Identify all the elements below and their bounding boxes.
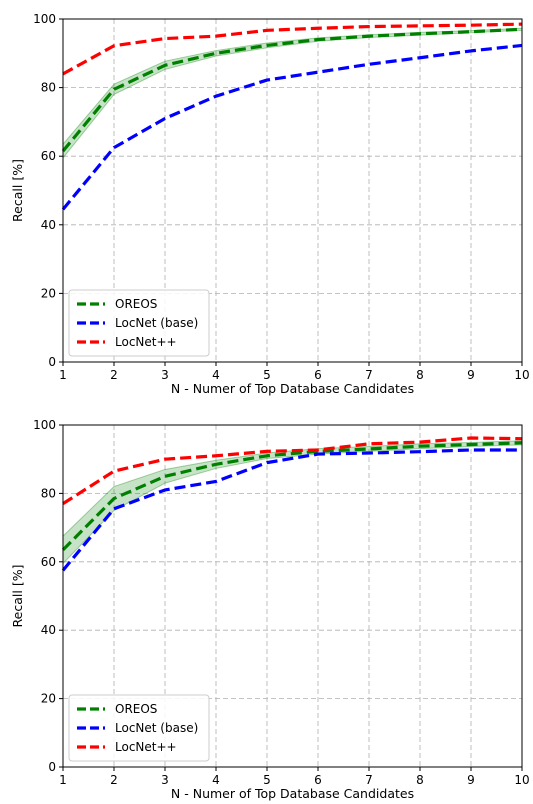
legend: OREOS LocNet (base) LocNet++: [68, 694, 210, 762]
x-tick-label: 8: [416, 368, 424, 382]
x-axis-label: N - Numer of Top Database Candidates: [171, 786, 414, 801]
x-tick-label: 3: [161, 368, 169, 382]
x-tick-label: 2: [110, 773, 118, 787]
series-line-1: [61, 43, 523, 211]
x-tick-label: 10: [514, 773, 529, 787]
legend-entry: LocNet++: [115, 335, 177, 349]
legend: OREOS LocNet (base) LocNet++: [68, 289, 210, 357]
x-tick-label: 5: [263, 773, 271, 787]
y-tick-label: 0: [48, 355, 56, 369]
x-tick-label: 2: [110, 368, 118, 382]
y-tick-label: 40: [41, 623, 56, 637]
y-tick-label: 100: [33, 12, 56, 26]
x-tick-label: 8: [416, 773, 424, 787]
legend-box: [68, 694, 210, 762]
x-tick-label: 1: [59, 773, 67, 787]
x-tick-label: 10: [514, 368, 529, 382]
y-tick-label: 40: [41, 218, 56, 232]
x-tick-label: 4: [212, 773, 220, 787]
y-tick-label: 0: [48, 760, 56, 774]
series-line-2: [62, 22, 523, 76]
y-tick-label: 60: [41, 149, 56, 163]
legend-entry: LocNet (base): [115, 721, 198, 735]
legend-box: [68, 289, 210, 357]
y-tick-label: 80: [41, 486, 56, 500]
y-tick-label: 20: [41, 692, 56, 706]
legend-entry: LocNet (base): [115, 316, 198, 330]
x-tick-label: 3: [161, 773, 169, 787]
x-axis-label: N - Numer of Top Database Candidates: [171, 381, 414, 396]
series-line-0: [61, 441, 523, 551]
x-tick-label: 6: [314, 773, 322, 787]
y-axis-label: Recall [%]: [10, 159, 25, 222]
series-line-2: [62, 436, 523, 506]
x-tick-label: 7: [365, 773, 373, 787]
x-tick-label: 4: [212, 368, 220, 382]
series-line-0: [61, 27, 523, 153]
x-tick-label: 7: [365, 368, 373, 382]
x-tick-label: 1: [59, 368, 67, 382]
y-tick-label: 20: [41, 286, 56, 300]
legend-entry: OREOS: [115, 297, 157, 311]
x-tick-label: 6: [314, 368, 322, 382]
y-tick-label: 100: [33, 418, 56, 432]
plot-frame: [62, 424, 523, 768]
plot-frame: [62, 18, 523, 363]
y-tick-label: 80: [41, 81, 56, 95]
x-tick-label: 5: [263, 368, 271, 382]
legend-entry: OREOS: [115, 702, 157, 716]
y-tick-label: 60: [41, 555, 56, 569]
y-axis-label: Recall [%]: [10, 565, 25, 628]
x-tick-label: 9: [467, 368, 475, 382]
series-line-1: [61, 448, 522, 572]
x-tick-label: 9: [467, 773, 475, 787]
legend-entry: LocNet++: [115, 740, 177, 754]
